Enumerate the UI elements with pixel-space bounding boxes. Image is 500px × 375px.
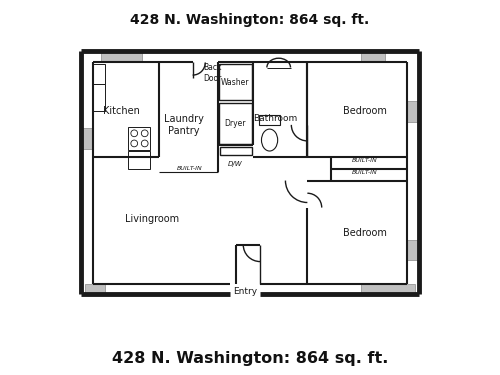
Text: 428 N. Washington: 864 sq. ft.: 428 N. Washington: 864 sq. ft. [112, 351, 388, 366]
Text: BUILT-IN: BUILT-IN [176, 166, 202, 171]
Text: Back
Door: Back Door [204, 63, 222, 82]
Polygon shape [220, 147, 252, 155]
Text: 428 N. Washington: 864 sq. ft.: 428 N. Washington: 864 sq. ft. [130, 13, 370, 27]
Polygon shape [219, 64, 252, 100]
Circle shape [142, 140, 148, 147]
Polygon shape [362, 51, 385, 62]
Text: D/W: D/W [228, 160, 243, 166]
Text: BUILT-IN: BUILT-IN [352, 158, 378, 163]
Polygon shape [260, 115, 280, 125]
Polygon shape [407, 240, 419, 260]
Text: Bedroom: Bedroom [343, 228, 386, 238]
Circle shape [131, 140, 138, 147]
Polygon shape [102, 51, 142, 62]
Polygon shape [128, 151, 150, 169]
Text: Dryer: Dryer [224, 119, 246, 128]
Text: Bedroom: Bedroom [343, 106, 386, 116]
Text: Livingroom: Livingroom [125, 214, 179, 224]
Polygon shape [362, 284, 416, 294]
Circle shape [131, 130, 138, 137]
Text: Laundry
Pantry: Laundry Pantry [164, 114, 204, 136]
Polygon shape [93, 84, 105, 111]
Text: Bathroom: Bathroom [253, 114, 298, 123]
Circle shape [142, 130, 148, 137]
Text: Entry: Entry [233, 287, 257, 296]
Text: Washer: Washer [221, 78, 250, 87]
Polygon shape [128, 127, 150, 150]
Text: BUILT-IN: BUILT-IN [352, 170, 378, 175]
Ellipse shape [262, 129, 278, 151]
Polygon shape [219, 103, 252, 144]
Polygon shape [84, 284, 105, 294]
Polygon shape [407, 101, 419, 122]
Polygon shape [93, 64, 105, 84]
Polygon shape [81, 128, 93, 148]
Text: Kitchen: Kitchen [104, 106, 140, 116]
